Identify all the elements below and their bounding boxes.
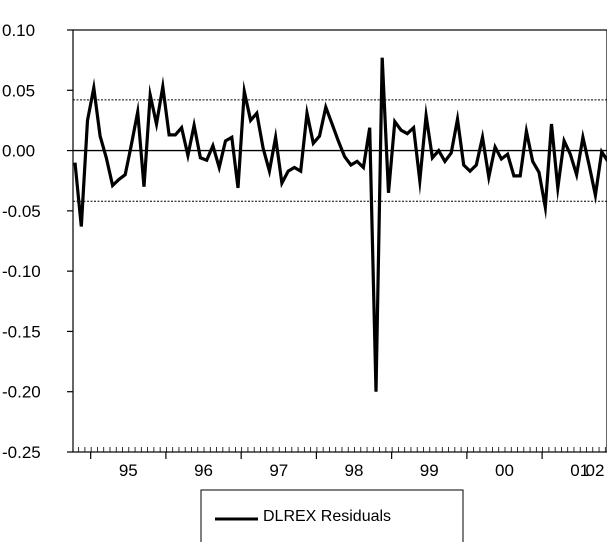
y-tick-label: -0.05 [2,202,41,221]
legend-box [200,489,464,542]
y-tick-label: -0.20 [2,383,41,402]
series-line [73,57,607,392]
x-tick-label: 96 [194,461,213,480]
series-group [73,57,607,392]
y-tick-label: -0.15 [2,322,41,341]
y-tick-label: -0.25 [2,443,41,462]
x-tick-label: 98 [345,461,364,480]
y-axis: 0.10 0.05 0.00 -0.05 -0.10 -0.15 -0.20 -0.25 [2,21,73,462]
y-tick-label: 0.10 [2,21,35,40]
x-tick-label: 97 [269,461,288,480]
x-tick-label: 95 [119,461,138,480]
y-tick-label: 0.00 [2,142,35,161]
legend: DLREX Residuals [200,489,464,542]
x-tick-label: 01 [570,461,589,480]
legend-label: DLREX Residuals [263,508,391,525]
y-tick-label: -0.10 [2,262,41,281]
x-tick-label: 02 [586,461,605,480]
x-tick-label: 99 [420,461,439,480]
plot-frame [72,29,607,453]
y-tick-label: 0.05 [2,81,35,100]
x-tick-label: 00 [495,461,514,480]
